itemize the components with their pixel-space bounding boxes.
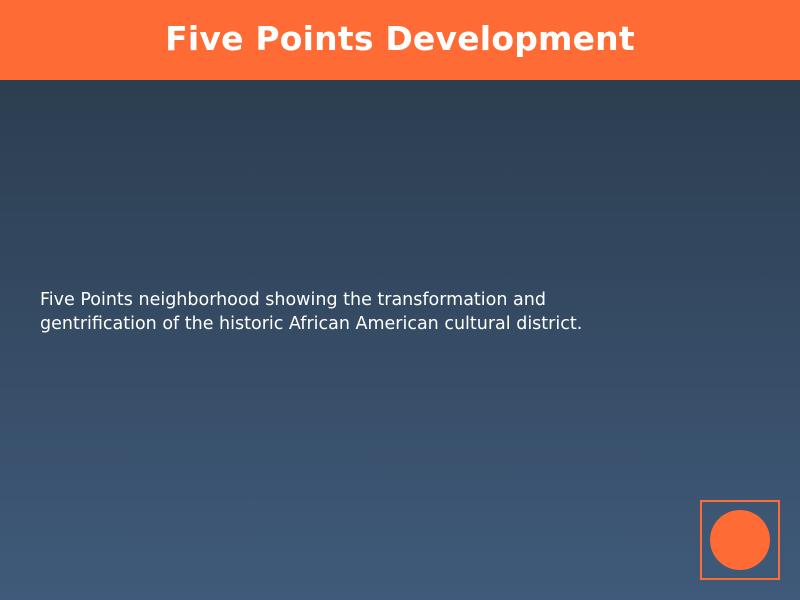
- circle-icon: [710, 510, 770, 570]
- description-text: Five Points neighborhood showing the tra…: [40, 289, 640, 336]
- header-bar: Five Points Development: [0, 0, 800, 80]
- page-title: Five Points Development: [165, 19, 635, 62]
- badge-frame: [700, 500, 780, 580]
